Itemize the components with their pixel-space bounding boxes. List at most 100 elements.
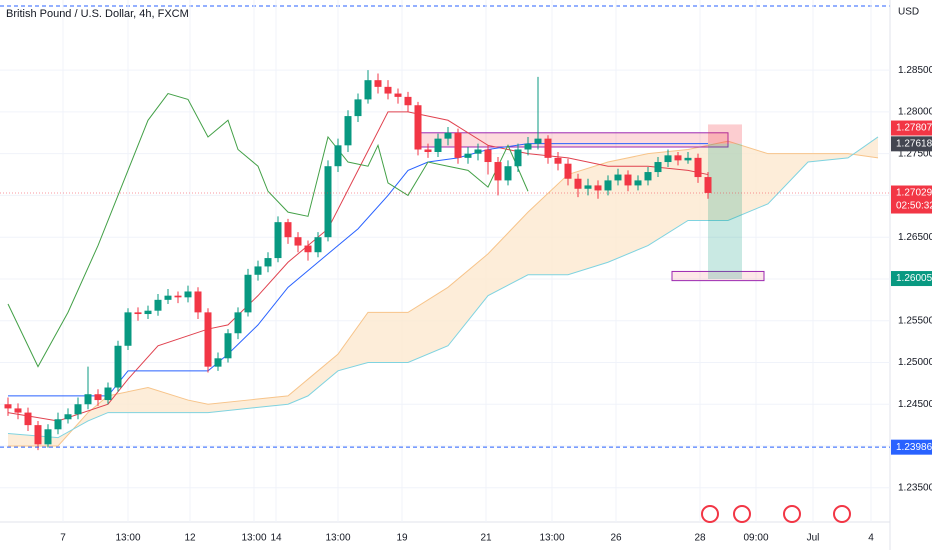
candle-body [204,312,212,367]
candle-body [424,149,432,153]
candle-body [164,295,172,300]
y-tick-label: 1.25500 [898,315,932,326]
y-tick-label: 1.28000 [898,107,932,118]
candle-body [214,358,222,367]
candle-body [644,172,652,181]
candle-body [284,222,292,238]
x-tick-label: 26 [610,533,622,544]
candle-body [34,425,42,445]
candle-body [84,394,92,405]
candle-body [434,138,442,153]
x-tick-label: 19 [396,533,408,544]
candle-body [124,312,132,346]
candle-body [134,312,142,315]
candle-body [594,185,602,191]
candle-body [334,145,342,167]
price-label: 1.27618 [896,138,932,149]
indicator-line [7,92,529,368]
countdown: 02:50:32 [896,201,932,212]
candle-body [324,166,332,238]
candle-body [574,178,582,189]
candle-body [254,266,262,275]
x-tick-label: 13:00 [325,533,350,544]
candle-body [704,177,712,193]
y-axis-label: USD [898,7,919,18]
candle-body [104,387,112,401]
candle-body [24,412,32,426]
x-tick-label: 14 [270,533,282,544]
candle-body [664,155,672,163]
candle-body [564,163,572,179]
candle-body [484,149,492,163]
candle-body [74,404,82,415]
cloud-fill [8,136,878,446]
candle-body [184,291,192,298]
price-label: 1.27029 [896,188,932,199]
zone [671,270,765,282]
candle-body [614,174,622,181]
x-tick-label: 13:00 [539,533,564,544]
plot [0,0,890,522]
candle-body [454,132,462,158]
y-tick-label: 1.25000 [898,357,932,368]
candle-body [304,245,312,253]
candle-body [344,116,352,146]
price-label-bg [891,185,932,214]
y-tick-label: 1.24500 [898,399,932,410]
candle-body [44,429,52,445]
candle-body [244,274,252,313]
x-tick-label: 21 [480,533,492,544]
candle-body [544,138,552,158]
candle-body [444,132,452,139]
candle-body [394,93,402,97]
price-label: 1.27807 [896,123,932,134]
candle-body [64,414,72,420]
y-tick-label: 1.26500 [898,232,932,243]
candle-body [314,237,322,253]
candle-body [294,237,302,246]
event-icons [701,505,851,523]
y-tick-label: 1.27500 [898,148,932,159]
candle-body [524,143,532,150]
price-label: 1.26005 [896,273,932,284]
candle-body [114,345,122,388]
zone [708,124,742,144]
x-tick-label: 13:00 [241,533,266,544]
candle-body [264,258,272,267]
x-tick-label: 09:00 [743,533,768,544]
candle-body [534,138,542,144]
candle-body [364,80,372,100]
candle-body [414,105,422,150]
candle-body [234,312,242,334]
candle-body [14,408,22,413]
candle-body [464,153,472,158]
zone [417,132,729,148]
candle-body [624,174,632,186]
x-tick-label: Jul [807,533,820,544]
zone [708,143,742,279]
candle-body [144,310,152,315]
candle-body [404,96,412,106]
candle-body [654,162,662,173]
candle-body [694,157,702,178]
candle-body [354,99,362,117]
x-tick-label: 4 [868,533,874,544]
candle-body [474,149,482,154]
indicator-line [7,111,709,422]
candle-body [194,291,202,313]
candle-body [604,180,612,191]
cloud-span-b [7,136,879,439]
x-tick-label: 13:00 [115,533,140,544]
candle-body [634,180,642,186]
candle-body [54,419,62,430]
x-tick-label: 7 [60,533,66,544]
price-label-bg [891,136,932,152]
candle-body [584,185,592,189]
candle-body [384,86,392,94]
price-label-bg [891,120,932,136]
x-tick-label: 28 [694,533,706,544]
candle-body [154,299,162,311]
price-label: 1.23986 [896,442,932,453]
y-tick-label: 1.28500 [898,65,932,76]
y-tick-label: 1.23500 [898,482,932,493]
